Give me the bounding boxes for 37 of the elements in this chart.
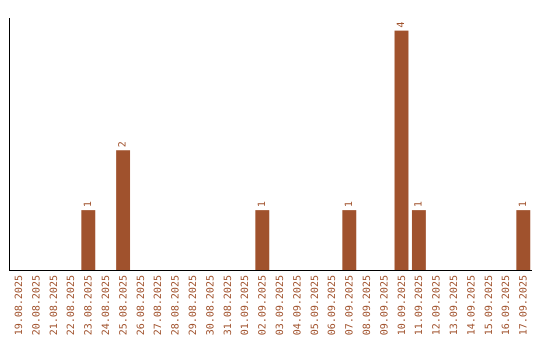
x-tick-label: 21.08.2025	[48, 275, 60, 336]
x-tick-label: 24.08.2025	[100, 275, 112, 336]
x-tick-label: 17.09.2025	[518, 275, 530, 336]
x-tick-label: 25.08.2025	[118, 275, 130, 336]
x-tick-label: 05.09.2025	[310, 275, 321, 336]
x-tick-label: 07.09.2025	[344, 275, 356, 336]
x-tick-label: 19.08.2025	[14, 275, 25, 336]
x-tick-label: 12.09.2025	[432, 275, 443, 336]
data-label: 1	[518, 201, 529, 208]
x-tick-label: 16.09.2025	[501, 275, 512, 336]
x-tick-label: 01.09.2025	[240, 275, 252, 336]
x-tick-label: 31.08.2025	[222, 275, 234, 336]
x-tick-label: 23.08.2025	[84, 275, 95, 336]
x-tick-label: 20.08.2025	[31, 275, 42, 336]
x-tick-label: 22.08.2025	[66, 275, 78, 336]
data-label: 4	[396, 22, 407, 28]
x-tick-label: 27.08.2025	[153, 275, 164, 336]
x-tick-label: 15.09.2025	[484, 275, 495, 336]
data-label: 2	[118, 141, 129, 148]
x-tick-label: 04.09.2025	[292, 275, 304, 336]
x-tick-label: 14.09.2025	[466, 275, 478, 336]
x-tick-label: 08.09.2025	[362, 275, 373, 336]
x-tick-label: 02.09.2025	[258, 275, 269, 336]
x-tick-label: 13.09.2025	[448, 275, 460, 336]
data-label: 1	[344, 201, 355, 208]
x-tick-label: 06.09.2025	[327, 275, 338, 336]
x-tick-label: 26.08.2025	[136, 275, 147, 336]
x-tick-label: 09.09.2025	[379, 275, 390, 336]
x-tick-label: 03.09.2025	[274, 275, 286, 336]
x-tick-label: 11.09.2025	[414, 275, 426, 336]
data-label: 1	[256, 201, 268, 208]
data-label: 1	[82, 201, 94, 208]
data-label: 1	[413, 201, 424, 208]
x-tick-label: 30.08.2025	[205, 275, 216, 336]
x-tick-label: 28.08.2025	[170, 275, 182, 336]
x-tick-label: 10.09.2025	[396, 275, 408, 336]
x-tick-label: 29.08.2025	[188, 275, 199, 336]
